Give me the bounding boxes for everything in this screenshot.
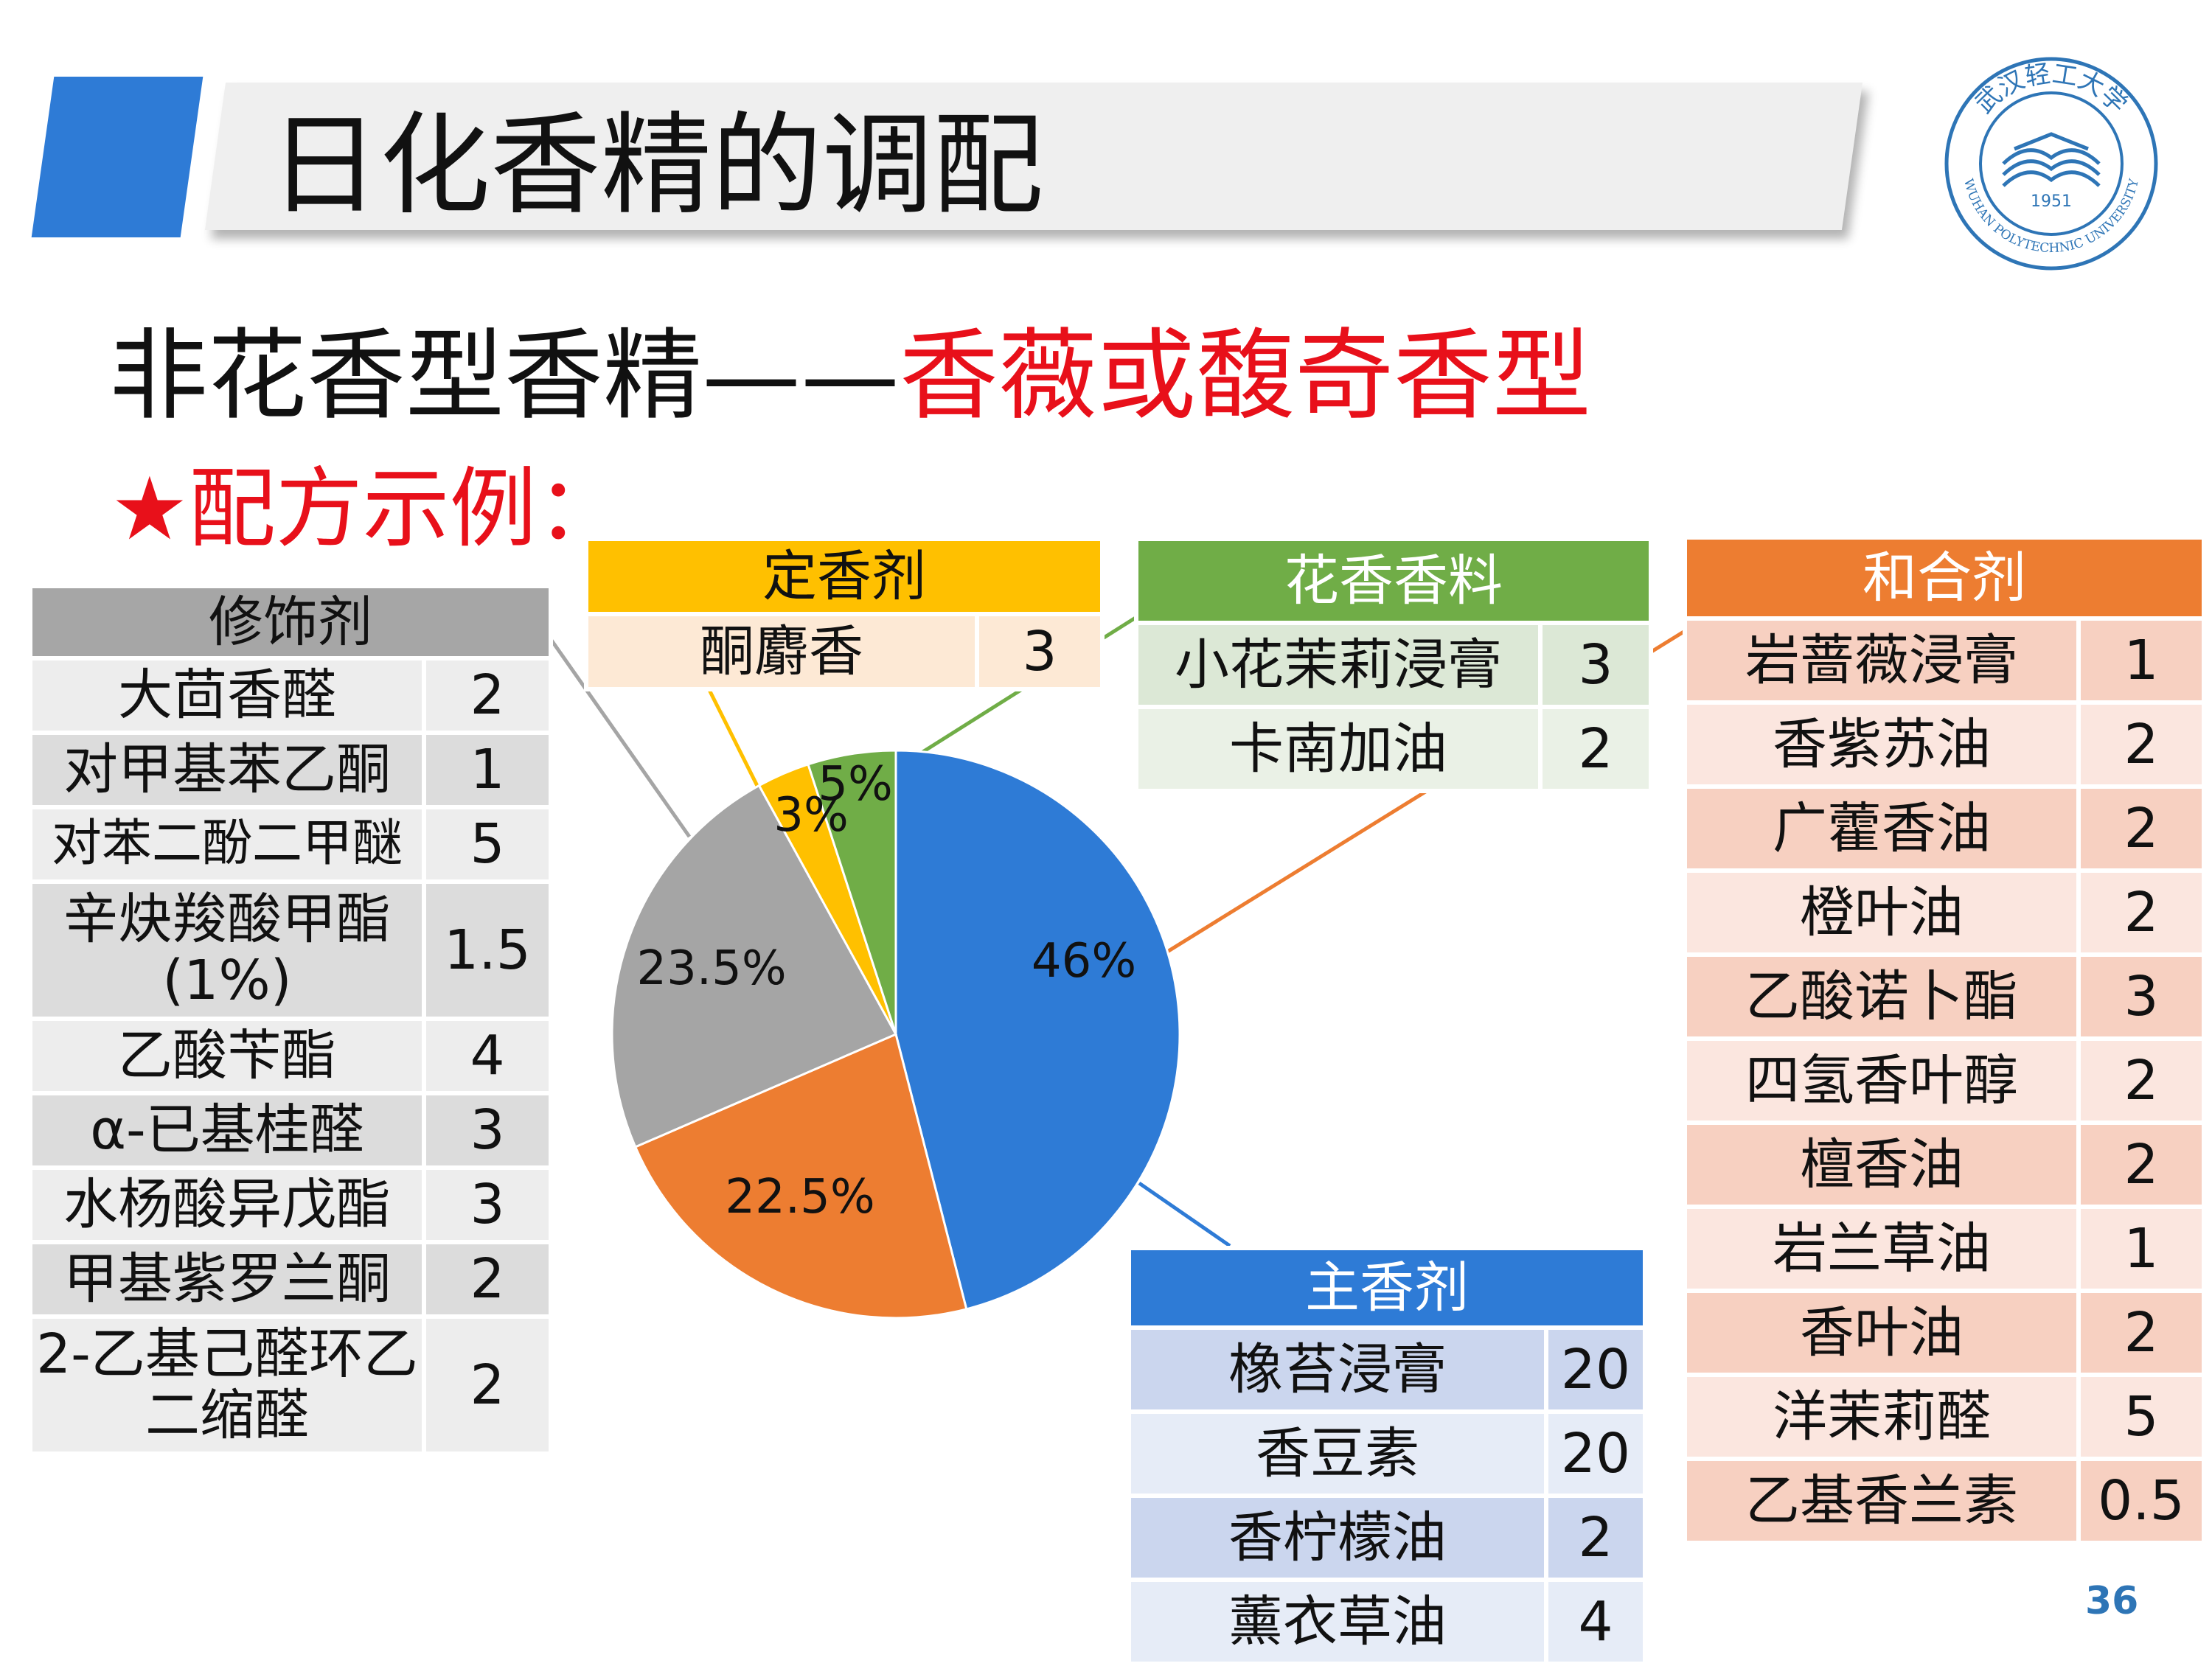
blender-header: 和合剂 bbox=[1683, 535, 2206, 621]
ingredient-name: 香叶油 bbox=[1683, 1289, 2081, 1377]
ingredient-amount: 3 bbox=[422, 1165, 553, 1244]
main-header: 主香剂 bbox=[1127, 1246, 1647, 1330]
pie-slice bbox=[633, 1032, 968, 1320]
page-title: 日化香精的调配 bbox=[269, 102, 1044, 230]
ingredient-amount: 5 bbox=[422, 805, 553, 884]
pie-slice-label: 5% bbox=[818, 757, 893, 812]
ingredient-name: 四氢香叶醇 bbox=[1683, 1036, 2081, 1125]
floral-table: 花香香料 小花茉莉浸膏 3 卡南加油 2 bbox=[1134, 537, 1653, 793]
fixative-table: 定香剂 酮麝香 3 bbox=[584, 537, 1105, 691]
ingredient-name: 薰衣草油 bbox=[1127, 1578, 1548, 1666]
ingredient-amount: 2 bbox=[422, 1314, 553, 1456]
modifier-table: 修饰剂 大茴香醛 2 对甲基苯乙酮 1 对苯二酚二甲醚 5 辛炔羧酸甲酯(1%) 1.5… bbox=[28, 584, 553, 1456]
subtitle: 非花香型香精——香薇或馥奇香型 bbox=[109, 318, 1591, 433]
ingredient-name: 橡苔浸膏 bbox=[1127, 1325, 1548, 1414]
ingredient-amount: 4 bbox=[422, 1017, 553, 1095]
ingredient-name: 洋茉莉醛 bbox=[1683, 1373, 2081, 1461]
ingredient-name: 岩兰草油 bbox=[1683, 1205, 2081, 1293]
ingredient-name: 香豆素 bbox=[1127, 1409, 1548, 1498]
ingredient-amount: 0.5 bbox=[2076, 1457, 2206, 1545]
ingredient-name: 酮麝香 bbox=[584, 612, 979, 691]
main-fragrance-table: 主香剂 橡苔浸膏 20 香豆素 20 香柠檬油 2 薰衣草油 4 bbox=[1127, 1246, 1647, 1666]
ingredient-name: 香紫苏油 bbox=[1683, 700, 2081, 789]
ingredient-name: 对苯二酚二甲醚 bbox=[28, 805, 426, 884]
ingredient-amount: 1 bbox=[422, 731, 553, 809]
ingredient-amount: 3 bbox=[422, 1091, 553, 1170]
ingredient-amount: 3 bbox=[1538, 621, 1653, 709]
ingredient-amount: 2 bbox=[1538, 705, 1653, 793]
ingredient-name: 乙基香兰素 bbox=[1683, 1457, 2081, 1545]
ingredient-name: 檀香油 bbox=[1683, 1120, 2081, 1209]
ingredient-amount: 4 bbox=[1544, 1578, 1647, 1666]
ingredient-amount: 20 bbox=[1544, 1409, 1647, 1498]
fixative-header: 定香剂 bbox=[584, 537, 1105, 616]
ingredient-name: 广藿香油 bbox=[1683, 784, 2081, 873]
pie-slice-label: 3% bbox=[773, 788, 849, 843]
pie-slice-label: 22.5% bbox=[725, 1170, 874, 1224]
ingredient-amount: 3 bbox=[2076, 952, 2206, 1041]
ingredient-amount: 1 bbox=[2076, 616, 2206, 705]
university-logo: 武汉轻工大学 WUHAN POLYTECHNIC UNIVERSITY 1951 bbox=[1944, 57, 2158, 271]
page-number: 36 bbox=[2085, 1579, 2139, 1623]
ingredient-name: 香柠檬油 bbox=[1127, 1494, 1548, 1582]
ingredient-amount: 1.5 bbox=[422, 879, 553, 1021]
logo-book-icon bbox=[2002, 132, 2101, 187]
ingredient-amount: 2 bbox=[1544, 1494, 1647, 1582]
ingredient-amount: 2 bbox=[422, 656, 553, 735]
pie-slice-label: 23.5% bbox=[636, 941, 786, 996]
ingredient-name: 小花茉莉浸膏 bbox=[1134, 621, 1543, 709]
pie-slice bbox=[807, 749, 897, 1035]
leader-line-main bbox=[1138, 1181, 1231, 1248]
ingredient-amount: 3 bbox=[975, 612, 1105, 691]
ingredient-name: 橙叶油 bbox=[1683, 868, 2081, 957]
subtitle-red: 香薇或馥奇香型 bbox=[900, 318, 1592, 433]
ingredient-name: 水杨酸异戊酯 bbox=[28, 1165, 426, 1244]
ingredient-amount: 1 bbox=[2076, 1205, 2206, 1293]
ingredient-name: 乙酸诺卜酯 bbox=[1683, 952, 2081, 1041]
pie-slice bbox=[611, 784, 898, 1149]
logo-year: 1951 bbox=[2031, 192, 2072, 211]
ingredient-amount: 2 bbox=[2076, 868, 2206, 957]
ingredient-amount: 5 bbox=[2076, 1373, 2206, 1461]
ingredient-name: 卡南加油 bbox=[1134, 705, 1543, 793]
subtitle-black: 非花香型香精—— bbox=[109, 318, 900, 433]
ingredient-name: 岩蔷薇浸膏 bbox=[1683, 616, 2081, 705]
ingredient-amount: 20 bbox=[1544, 1325, 1647, 1414]
ingredient-name: 甲基紫罗兰酮 bbox=[28, 1240, 426, 1319]
ingredient-name: 2-乙基己醛环乙二缩醛 bbox=[28, 1314, 426, 1456]
modifier-header: 修饰剂 bbox=[28, 584, 553, 661]
ingredient-name: 辛炔羧酸甲酯(1%) bbox=[28, 879, 426, 1021]
example-label: ★配方示例： bbox=[111, 458, 624, 560]
ingredient-amount: 2 bbox=[2076, 1289, 2206, 1377]
ingredient-amount: 2 bbox=[2076, 1036, 2206, 1125]
floral-header: 花香香料 bbox=[1134, 537, 1653, 625]
ingredient-name: 乙酸苄酯 bbox=[28, 1017, 426, 1095]
ingredient-amount: 2 bbox=[422, 1240, 553, 1319]
ingredient-name: α-已基桂醛 bbox=[28, 1091, 426, 1170]
leader-line-modifier bbox=[545, 632, 692, 838]
ingredient-amount: 2 bbox=[2076, 700, 2206, 789]
ingredient-amount: 2 bbox=[2076, 1120, 2206, 1209]
ingredient-amount: 2 bbox=[2076, 784, 2206, 873]
ingredient-name: 大茴香醛 bbox=[28, 656, 426, 735]
pie-slice bbox=[894, 749, 1181, 1311]
ingredient-name: 对甲基苯乙酮 bbox=[28, 731, 426, 809]
blender-table: 和合剂 岩蔷薇浸膏 1 香紫苏油 2 广藿香油 2 橙叶油 2 乙酸诺卜酯 3 四氢香叶醇… bbox=[1683, 535, 2206, 1545]
pie-slice-label: 46% bbox=[1032, 934, 1136, 989]
